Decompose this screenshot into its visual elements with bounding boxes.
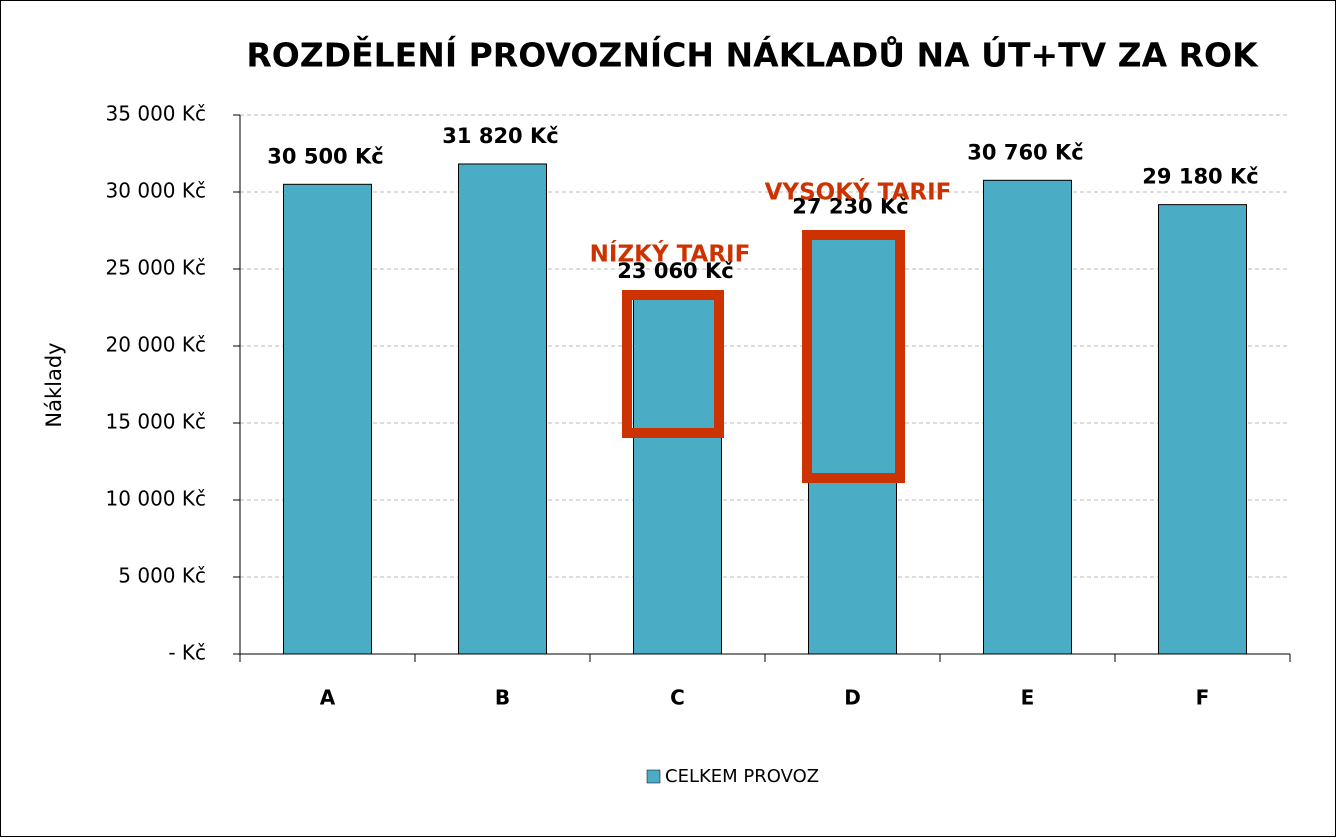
data-label: 23 060 Kč bbox=[617, 259, 733, 283]
annotation: NÍZKÝ TARIF bbox=[590, 240, 751, 268]
bar bbox=[808, 234, 897, 655]
annotation-box bbox=[802, 230, 905, 483]
y-tick-label: 5 000 Kč bbox=[118, 564, 206, 588]
y-tick-label: 20 000 Kč bbox=[106, 333, 206, 357]
bar bbox=[283, 183, 372, 655]
legend-swatch bbox=[646, 769, 661, 784]
y-tick-label: - Kč bbox=[168, 641, 206, 665]
y-tick-label: 30 000 Kč bbox=[106, 179, 206, 203]
data-label: 30 760 Kč bbox=[967, 140, 1083, 164]
bar bbox=[983, 179, 1072, 655]
y-tick-label: 35 000 Kč bbox=[106, 102, 206, 126]
y-axis-label: Náklady bbox=[42, 342, 66, 427]
y-tick-label: 10 000 Kč bbox=[106, 487, 206, 511]
x-tick-label: D bbox=[844, 686, 861, 710]
y-tick-label: 15 000 Kč bbox=[106, 410, 206, 434]
x-tick-label: C bbox=[670, 686, 685, 710]
bar bbox=[633, 298, 722, 655]
annotation-box bbox=[622, 290, 724, 438]
chart-title: ROZDĚLENÍ PROVOZNÍCH NÁKLADŮ NA ÚT+TV ZA… bbox=[246, 35, 1259, 75]
x-tick-label: E bbox=[1021, 686, 1035, 710]
x-tick-label: B bbox=[495, 686, 510, 710]
y-tick-label: 25 000 Kč bbox=[106, 256, 206, 280]
bar bbox=[458, 163, 547, 655]
data-label: 29 180 Kč bbox=[1142, 165, 1258, 189]
legend-label: CELKEM PROVOZ bbox=[665, 766, 819, 787]
x-tick-label: A bbox=[320, 686, 336, 710]
x-tick-label: F bbox=[1196, 686, 1210, 710]
bar bbox=[1158, 204, 1247, 655]
annotation: VYSOKÝ TARIF bbox=[765, 178, 952, 206]
data-label: 31 820 Kč bbox=[442, 124, 558, 148]
data-label: 30 500 Kč bbox=[267, 144, 383, 168]
data-label: 27 230 Kč bbox=[792, 195, 908, 219]
